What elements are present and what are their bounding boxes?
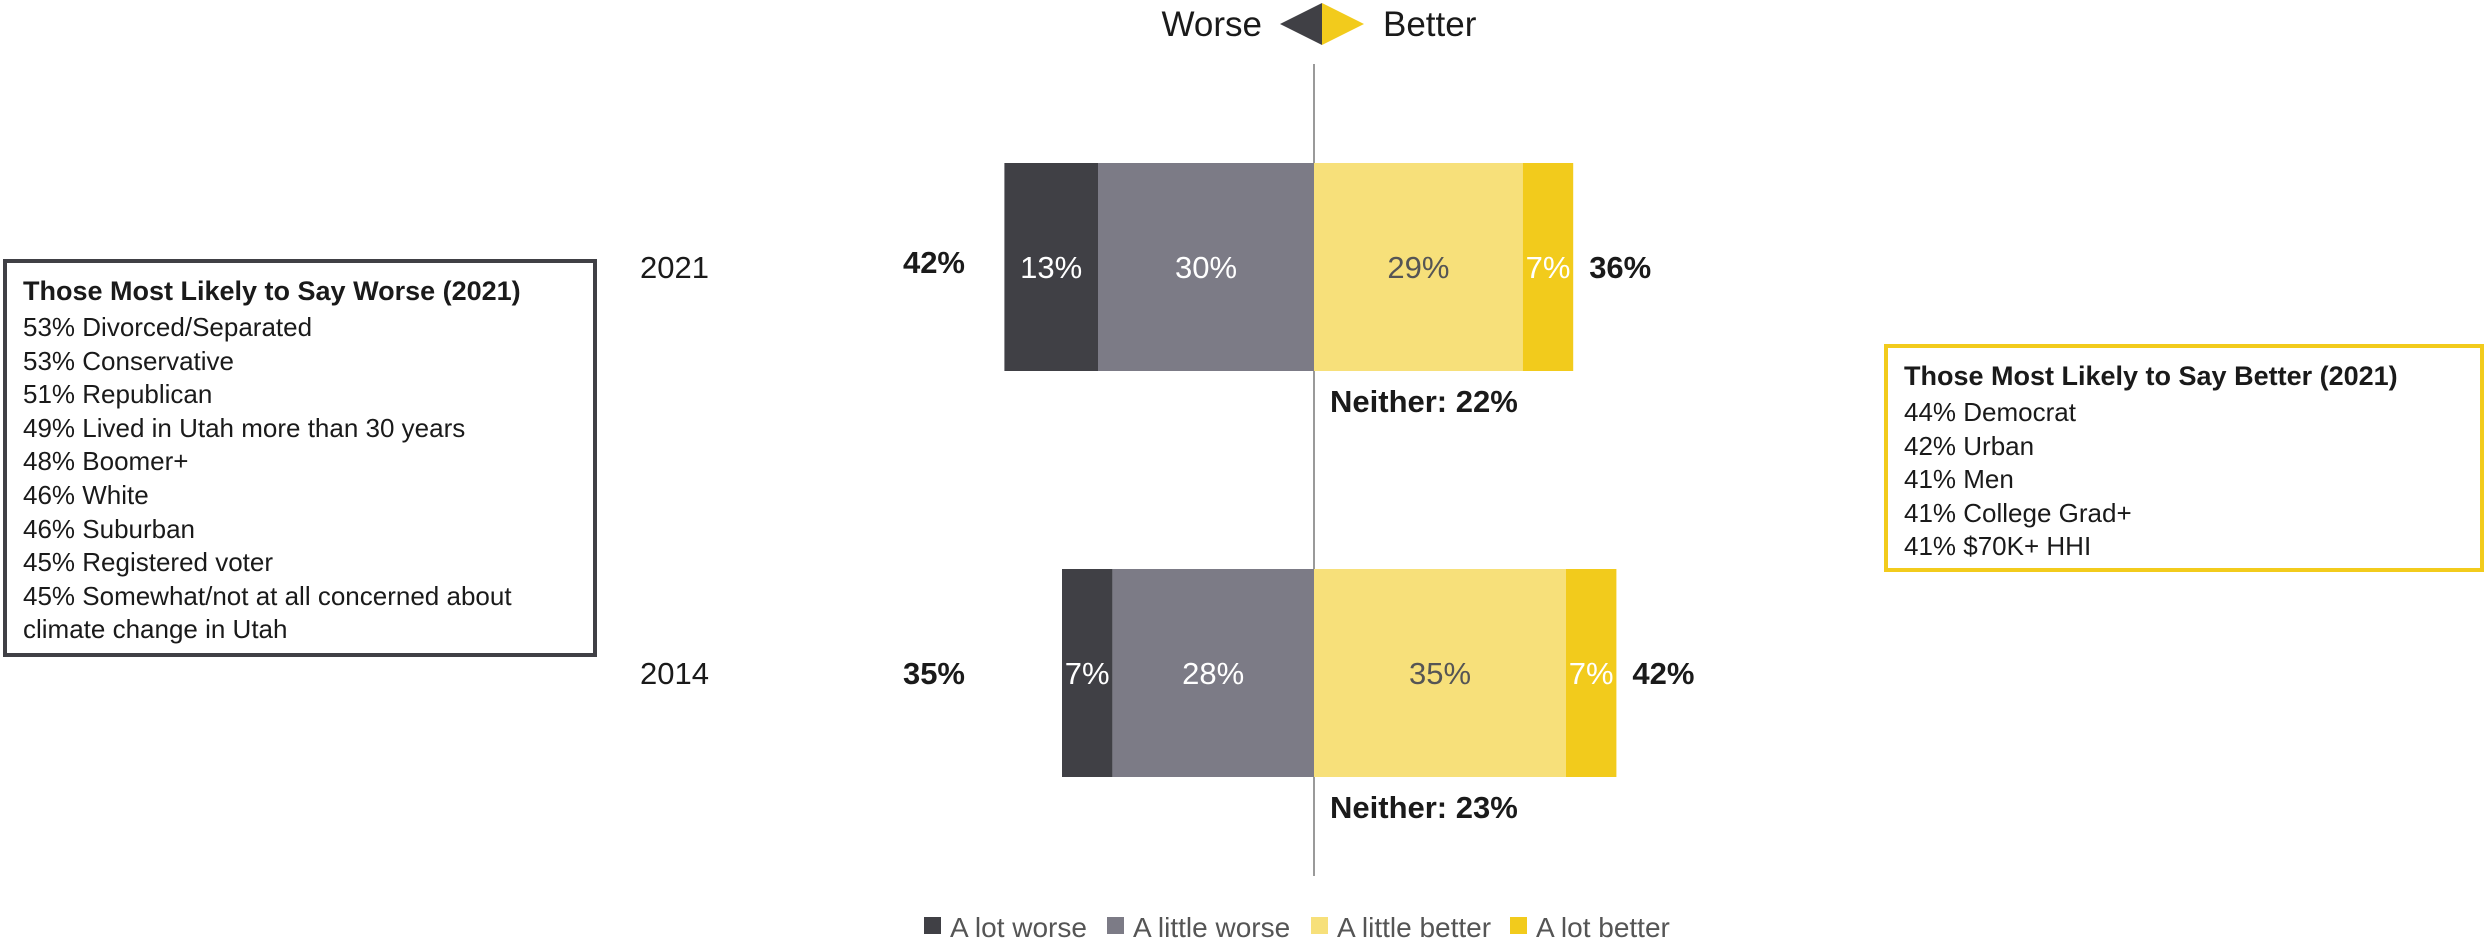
list-item: 45% Registered voter [23, 547, 274, 578]
legend-swatch [1107, 917, 1124, 934]
list-item: 45% Somewhat/not at all concerned about [23, 580, 512, 611]
legend-swatch [1510, 917, 1527, 934]
legend-label: A little better [1337, 912, 1491, 943]
list-item: 53% Divorced/Separated [23, 312, 313, 342]
better-arrow-icon [1322, 3, 1364, 45]
list-item: 41% Men [1904, 464, 2014, 495]
data-label: 7% [1526, 250, 1571, 285]
data-label: 7% [1569, 656, 1614, 691]
total-worse-label: 42% [903, 245, 965, 280]
data-label: 29% [1387, 250, 1449, 285]
list-item: climate change in Utah [23, 614, 288, 645]
bar-segment [1062, 569, 1113, 777]
data-label: 30% [1175, 250, 1237, 285]
list-item: 46% Suburban [23, 513, 196, 544]
data-label: 7% [1065, 656, 1110, 691]
bar-segment [1522, 163, 1574, 371]
data-label: 28% [1182, 656, 1244, 691]
list-item: 41% $70K+ HHI [1904, 531, 2092, 562]
better-callout-box: Those Most Likely to Say Better (2021) 4… [1884, 344, 2484, 572]
header-worse-label: Worse [1162, 5, 1263, 44]
list-item: 41% College Grad+ [1904, 497, 2132, 528]
legend-label: A lot better [1536, 912, 1670, 943]
better-callout-title: Those Most Likely to Say Better (2021) [1904, 361, 2398, 391]
bar-segment [1112, 569, 1314, 777]
category-label: 2021 [640, 250, 709, 285]
legend-label: A little worse [1133, 912, 1290, 943]
worse-callout-title: Those Most Likely to Say Worse (2021) [23, 276, 521, 306]
worse-callout-list: 53% Divorced/Separated 53% Conservative … [23, 311, 577, 647]
bar-segment [1098, 163, 1314, 371]
list-item: 49% Lived in Utah more than 30 years [23, 412, 466, 443]
header-better-label: Better [1383, 5, 1477, 44]
bar-segment [1314, 569, 1566, 777]
list-item: 51% Republican [23, 379, 213, 410]
better-callout-list: 44% Democrat 42% Urban 41% Men 41% Colle… [1904, 396, 2464, 564]
list-item: 46% White [23, 479, 149, 510]
list-item: 44% Democrat [1904, 397, 2076, 427]
worse-arrow-icon [1280, 3, 1322, 45]
category-label: 2014 [640, 656, 709, 691]
total-worse-label: 35% [903, 656, 965, 691]
total-better-label: 42% [1632, 656, 1694, 691]
list-item: 53% Conservative [23, 345, 234, 376]
legend-swatch [924, 917, 941, 934]
neither-label: Neither: 22% [1330, 384, 1518, 419]
bar-segment [1314, 163, 1523, 371]
list-item: 42% Urban [1904, 430, 2035, 461]
bar-segment [1566, 569, 1617, 777]
data-label: 13% [1020, 250, 1082, 285]
worse-callout-box: Those Most Likely to Say Worse (2021) 53… [3, 259, 597, 657]
legend-swatch [1311, 917, 1328, 934]
legend-label: A lot worse [950, 912, 1087, 943]
list-item: 48% Boomer+ [23, 446, 189, 477]
total-better-label: 36% [1589, 250, 1651, 285]
bar-segment [1004, 163, 1098, 371]
data-label: 35% [1409, 656, 1471, 691]
neither-label: Neither: 23% [1330, 790, 1518, 825]
